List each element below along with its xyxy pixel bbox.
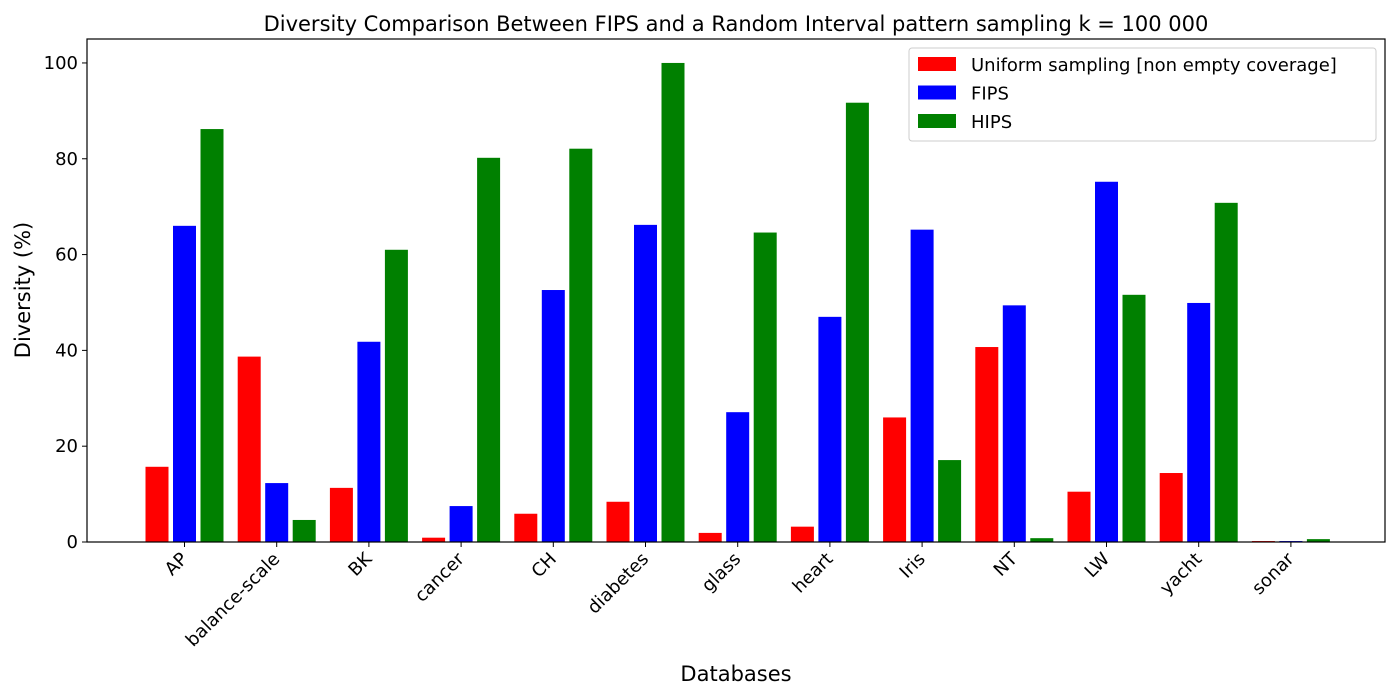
bar-diabetes-series-1 — [606, 501, 630, 542]
bar-cancer-series-1 — [422, 537, 446, 542]
bar-diabetes-series-2 — [634, 224, 657, 542]
bar-bk-series-3 — [384, 249, 408, 542]
x-tick-label: LW — [1081, 549, 1114, 582]
legend-label: FIPS — [971, 84, 1009, 105]
x-tick-label: Iris — [896, 549, 930, 583]
y-tick-label: 80 — [55, 149, 78, 170]
bar-nt-series-2 — [1002, 305, 1026, 542]
bar-heart-series-2 — [818, 316, 842, 542]
y-tick-label: 40 — [55, 340, 78, 361]
y-tick-label: 0 — [67, 532, 78, 553]
x-tick-label: CH — [528, 549, 561, 582]
bar-sonar-series-3 — [1306, 539, 1330, 542]
bar-cancer-series-2 — [449, 506, 473, 542]
bar-glass-series-3 — [753, 232, 777, 543]
bar-bk-series-2 — [357, 341, 381, 542]
bar-heart-series-1 — [790, 526, 814, 542]
x-tick-label: BK — [345, 548, 378, 581]
y-tick-label: 20 — [55, 436, 78, 457]
bar-balance-scale-series-2 — [265, 483, 289, 542]
bar-ap-series-3 — [200, 129, 224, 542]
legend-box — [908, 47, 1377, 142]
x-tick-label: heart — [789, 549, 838, 598]
bar-bk-series-1 — [329, 487, 353, 542]
bar-glass-series-1 — [698, 532, 722, 542]
bar-iris-series-3 — [938, 460, 962, 542]
x-tick-label: glass — [698, 549, 746, 597]
x-tick-label: balance-scale — [182, 549, 284, 651]
bar-iris-series-1 — [883, 417, 907, 542]
chart-title: Diversity Comparison Between FIPS and a … — [264, 12, 1209, 36]
y-axis-title: Diversity (%) — [11, 222, 35, 358]
bar-glass-series-2 — [726, 412, 750, 542]
plot-frame — [86, 38, 1386, 543]
bar-lw-series-1 — [1067, 491, 1091, 542]
legend-label: HIPS — [971, 112, 1012, 133]
bars-group — [145, 62, 1330, 543]
bar-cancer-series-3 — [477, 157, 501, 543]
bar-balance-scale-series-3 — [292, 519, 316, 542]
y-tick-label: 100 — [44, 53, 78, 74]
legend-swatch — [918, 114, 956, 128]
bar-nt-series-1 — [975, 347, 999, 542]
bar-yacht-series-2 — [1187, 302, 1211, 542]
x-axis-title: Databases — [680, 662, 791, 686]
legend-swatch — [918, 85, 956, 100]
legend: Uniform sampling [non empty coverage] FIP… — [908, 47, 1377, 142]
x-tick-label: cancer — [411, 548, 469, 606]
y-axis-ticks: 0 20 40 60 80 100 — [44, 53, 87, 553]
bar-yacht-series-3 — [1214, 202, 1238, 542]
bar-ap-series-2 — [173, 225, 196, 542]
bar-ch-series-2 — [541, 290, 565, 542]
y-tick-label: 60 — [55, 245, 78, 266]
x-tick-label: diabetes — [583, 549, 653, 619]
x-tick-label: sonar — [1248, 548, 1299, 599]
legend-swatch — [918, 57, 956, 71]
bar-iris-series-2 — [910, 229, 934, 542]
bar-lw-series-3 — [1122, 294, 1146, 542]
legend-label: Uniform sampling [non empty coverage] — [971, 55, 1337, 76]
bar-diabetes-series-3 — [661, 62, 685, 542]
bar-nt-series-3 — [1030, 538, 1054, 542]
bar-ch-series-1 — [514, 513, 538, 542]
bar-yacht-series-1 — [1159, 473, 1183, 542]
bar-heart-series-3 — [845, 102, 869, 543]
bar-balance-scale-series-1 — [237, 356, 261, 542]
x-tick-label: NT — [990, 548, 1023, 581]
bar-ch-series-3 — [569, 148, 593, 542]
x-tick-label: yacht — [1156, 549, 1206, 599]
x-tick-label: AP — [161, 549, 192, 580]
bar-lw-series-2 — [1095, 181, 1118, 542]
bar-ap-series-1 — [145, 466, 169, 542]
